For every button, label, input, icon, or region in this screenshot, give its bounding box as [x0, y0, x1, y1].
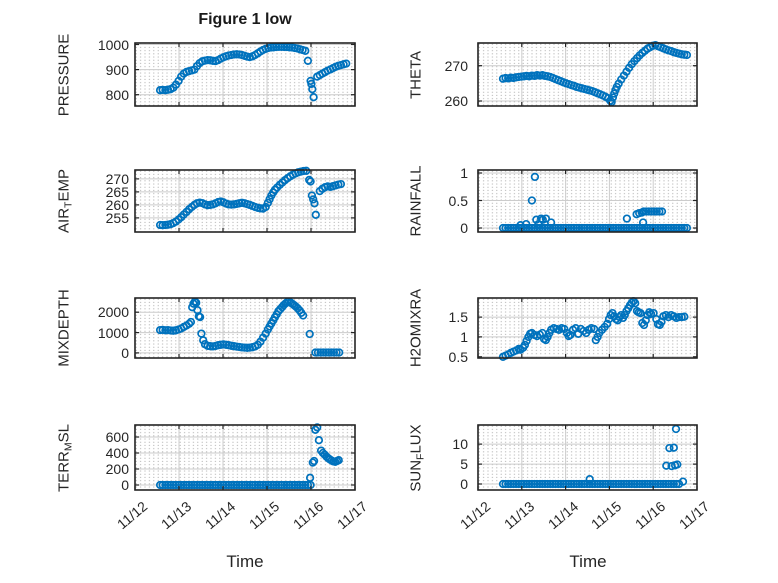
- tick-marks: [477, 43, 698, 106]
- y-tick-label: 10: [452, 436, 468, 453]
- y-tick-label: 0: [460, 219, 468, 236]
- y-tick-label: 800: [105, 86, 129, 103]
- y-tick-label: 400: [105, 445, 129, 462]
- scatter-series: [498, 424, 688, 489]
- subplot-terr_msl: [134, 423, 356, 491]
- tick-marks: [134, 43, 356, 106]
- x-tick-label: 11/17: [675, 498, 713, 533]
- y-tick-label: 255: [105, 209, 129, 226]
- y-tick-label: 1000: [97, 324, 129, 341]
- x-tick-label: 11/15: [588, 498, 625, 533]
- x-tick-label: 11/12: [113, 498, 151, 533]
- subplot-air_temp: [134, 166, 356, 233]
- y-tick-label: 600: [105, 429, 129, 445]
- y-tick-label: 0: [460, 476, 468, 493]
- y-tick-label: 900: [105, 61, 129, 78]
- minor-grid-dots: [135, 425, 355, 490]
- axes-box: [134, 297, 356, 359]
- y-tick-label: 5: [460, 456, 468, 473]
- x-tick-label: 11/14: [201, 498, 239, 533]
- x-tick-label: 11/17: [333, 498, 371, 533]
- subplot-theta: [477, 40, 698, 107]
- axes-box: [477, 42, 698, 107]
- y-tick-label: 1.5: [448, 309, 468, 326]
- tick-marks: [134, 170, 356, 232]
- subplot-sun_flux: [477, 424, 698, 491]
- minor-grid-dots: [478, 425, 697, 490]
- axes-box: [134, 42, 356, 107]
- x-tick-label: 11/15: [245, 498, 283, 533]
- y-tick-label: 2000: [97, 304, 129, 321]
- x-tick-label: 11/16: [632, 498, 669, 533]
- y-tick-label: 1: [460, 165, 468, 182]
- y-tick-label: 200: [105, 461, 129, 478]
- scatter-series: [155, 423, 343, 490]
- axes-box: [477, 424, 698, 491]
- subplot-mixdepth: [134, 297, 356, 359]
- axes-box: [134, 424, 356, 491]
- y-tick-label: 1: [460, 328, 468, 345]
- y-tick-label: 260: [444, 93, 468, 110]
- subplot-pressure: [134, 42, 356, 107]
- scatter-series: [155, 42, 351, 102]
- y-tick-label: 1000: [97, 36, 129, 53]
- scatter-series: [155, 297, 344, 357]
- tick-marks: [477, 425, 698, 490]
- y-tick-label: 270: [105, 170, 129, 187]
- x-tick-label: 11/14: [544, 498, 581, 533]
- y-tick-label: 0.5: [448, 348, 468, 365]
- axes-box: [134, 169, 356, 233]
- scatter-series: [155, 166, 346, 230]
- y-tick-label: 260: [105, 196, 129, 213]
- x-tick-label: 11/13: [500, 498, 538, 533]
- x-tick-label: 11/12: [456, 498, 494, 533]
- figure-title: Figure 1 low: [198, 11, 292, 28]
- y-tick-label: 0.5: [448, 192, 468, 209]
- tick-marks: [134, 298, 356, 358]
- y-tick-label: 265: [105, 183, 129, 200]
- tick-marks: [134, 425, 356, 490]
- scatter-series: [498, 297, 689, 361]
- x-tick-label: 11/13: [157, 498, 195, 533]
- y-tick-label: 0: [121, 477, 129, 494]
- subplot-rainfall: [477, 169, 698, 233]
- subplot-h2omixra: [477, 297, 698, 361]
- x-axis-label-right: Time: [569, 552, 607, 571]
- y-tick-label: 270: [444, 57, 468, 74]
- x-tick-label: 11/16: [289, 498, 327, 533]
- scatter-series: [498, 40, 692, 107]
- y-tick-label: 0: [121, 344, 129, 361]
- x-axis-label-left: Time: [226, 552, 264, 571]
- tick-marks: [477, 170, 698, 232]
- axes-box: [477, 297, 698, 359]
- tick-marks: [477, 298, 698, 358]
